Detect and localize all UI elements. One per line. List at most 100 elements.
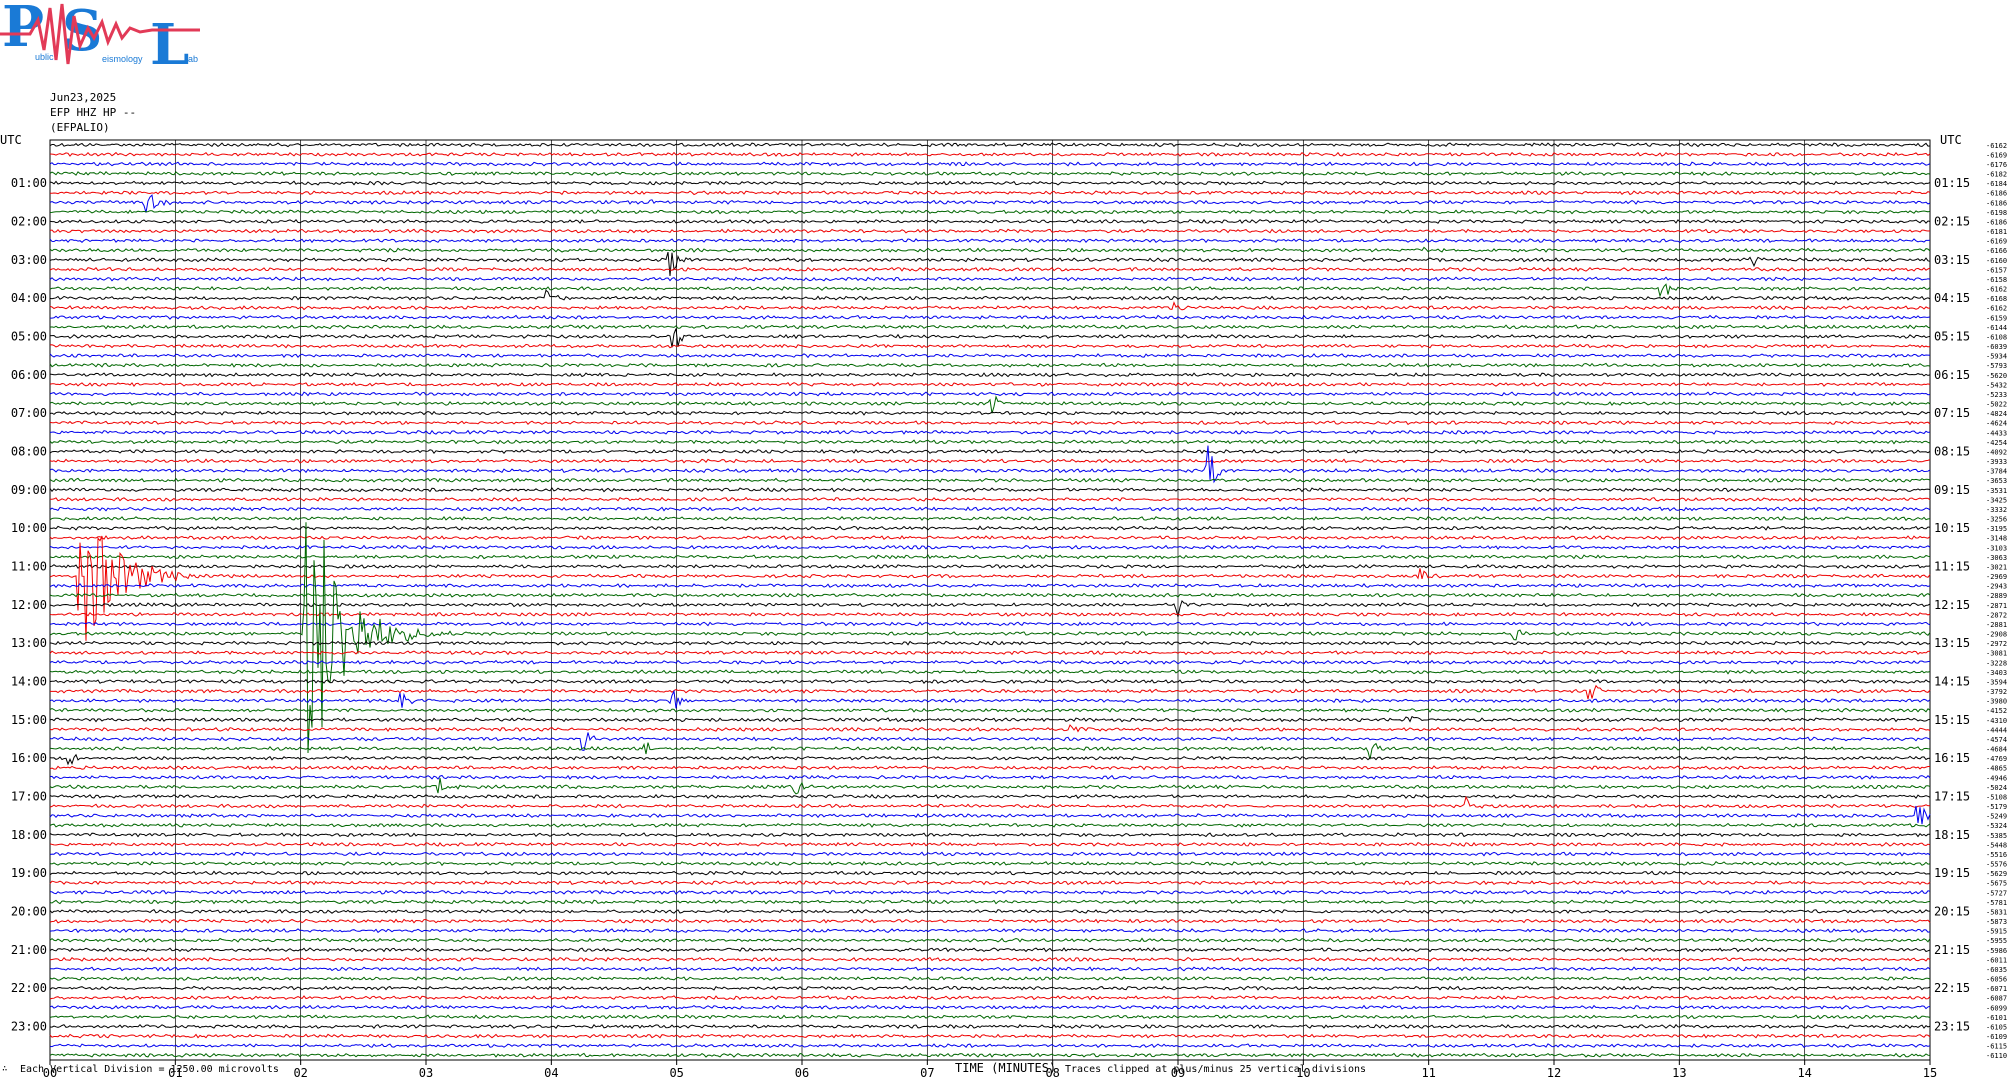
trace-offset-label: -3148 xyxy=(1986,535,2007,543)
trace-offset-label: -3933 xyxy=(1986,458,2007,466)
trace-line xyxy=(49,582,1931,589)
trace-line xyxy=(49,218,1931,224)
trace-line xyxy=(49,870,1931,876)
hour-label-left: 19:00 xyxy=(11,866,47,880)
trace-offset-label: -3403 xyxy=(1986,669,2007,677)
hour-label-left: 01:00 xyxy=(11,176,47,190)
trace-offset-label: -4865 xyxy=(1986,765,2007,773)
trace-line xyxy=(49,563,1931,569)
trace-line xyxy=(49,516,1931,522)
trace-line xyxy=(49,1023,1931,1030)
trace-line xyxy=(49,599,1931,617)
trace-line xyxy=(49,795,1931,809)
trace-offset-label: -5022 xyxy=(1986,401,2007,409)
trace-line xyxy=(49,142,1931,148)
trace-offset-label: -3784 xyxy=(1986,468,2007,476)
trace-offset-label: -5385 xyxy=(1986,832,2007,840)
trace-line xyxy=(49,650,1931,656)
x-tick-label: 15 xyxy=(1923,1066,1937,1080)
x-tick-label: 02 xyxy=(293,1066,307,1080)
trace-line xyxy=(50,190,1931,196)
trace-line xyxy=(49,420,1931,426)
trace-offset-label: -4310 xyxy=(1986,717,2007,725)
trace-line xyxy=(49,283,1931,298)
header-date: Jun23,2025 xyxy=(50,91,117,104)
clip-note: Traces clipped at plus/minus 25 vertical… xyxy=(1065,1064,1367,1075)
trace-offset-label: -3081 xyxy=(1986,650,2007,658)
trace-offset-label: -6157 xyxy=(1986,266,2007,274)
utc-label-left: UTC xyxy=(0,133,22,147)
trace-offset-label: -6011 xyxy=(1986,956,2007,964)
trace-line xyxy=(49,899,1931,905)
trace-offset-label: -5432 xyxy=(1986,381,2007,389)
x-tick-label: 04 xyxy=(544,1066,558,1080)
trace-line xyxy=(49,301,1930,311)
hour-label-right: 08:15 xyxy=(1934,444,1970,458)
trace-offset-label: -5620 xyxy=(1986,372,2007,380)
trace-offset-label: -2871 xyxy=(1986,602,2007,610)
trace-line xyxy=(49,715,1931,723)
trace-line xyxy=(49,525,1931,531)
trace-line xyxy=(49,765,1930,771)
trace-line xyxy=(49,496,1931,502)
trace-line xyxy=(49,966,1931,972)
trace-offset-label: -2872 xyxy=(1986,611,2007,619)
hour-label-right: 21:15 xyxy=(1934,943,1970,957)
trace-offset-label: -6181 xyxy=(1986,228,2007,236)
trace-offset-label: -5516 xyxy=(1986,851,2007,859)
trace-line xyxy=(49,238,1931,244)
trace-line xyxy=(49,362,1931,368)
psl-logo: P S L ublic eismology ab xyxy=(0,0,200,68)
hour-label-right: 12:15 xyxy=(1934,598,1970,612)
hour-label-right: 02:15 xyxy=(1934,214,1970,228)
trace-line xyxy=(49,860,1931,867)
trace-line xyxy=(49,832,1930,838)
trace-offset-label: -5024 xyxy=(1986,784,2007,792)
trace-offset-label: -6169 xyxy=(1986,151,2007,159)
trace-offset-label: -5233 xyxy=(1986,391,2007,399)
trace-offset-label: -5934 xyxy=(1986,353,2007,361)
trace-line xyxy=(49,410,1931,416)
hour-label-right: 11:15 xyxy=(1934,559,1970,573)
trace-line xyxy=(50,684,1931,700)
hour-label-left: 06:00 xyxy=(11,368,47,382)
corner-mark: ∴ xyxy=(2,1064,8,1074)
trace-offset-label: -5986 xyxy=(1986,947,2007,955)
trace-line xyxy=(49,353,1931,359)
hour-label-right: 03:15 xyxy=(1934,253,1970,267)
trace-offset-label: -6071 xyxy=(1986,985,2007,993)
logo-seismogram-line xyxy=(0,3,200,65)
scale-note: Each Vertical Division = 1250.00 microvo… xyxy=(20,1064,279,1075)
header-code: (EFPALIO) xyxy=(50,121,110,134)
trace-line xyxy=(49,1043,1931,1049)
trace-line xyxy=(49,180,1931,186)
trace-offset-label: -6056 xyxy=(1986,976,2007,984)
hour-label-left: 02:00 xyxy=(11,214,47,228)
trace-offset-label: -4254 xyxy=(1986,439,2007,447)
trace-offset-label: -3195 xyxy=(1986,525,2007,533)
trace-offset-label: -5727 xyxy=(1986,889,2007,897)
trace-line xyxy=(49,985,1931,991)
trace-line xyxy=(49,707,1931,713)
trace-line xyxy=(49,395,1931,414)
trace-line xyxy=(49,194,1931,213)
trace-offset-label: -6115 xyxy=(1986,1043,2007,1051)
trace-offset-label: -5629 xyxy=(1986,870,2007,878)
trace-offset-label: -5179 xyxy=(1986,803,2007,811)
trace-offset-label: -6166 xyxy=(1986,247,2007,255)
trace-offset-label: -3103 xyxy=(1986,544,2007,552)
trace-offset-label: -6099 xyxy=(1986,1004,2007,1012)
x-tick-label: 10 xyxy=(1296,1066,1310,1080)
trace-line xyxy=(49,161,1931,167)
trace-line xyxy=(49,228,1931,234)
trace-offset-label: -3063 xyxy=(1986,554,2007,562)
trace-line xyxy=(49,724,1931,733)
hour-label-right: 19:15 xyxy=(1934,866,1970,880)
trace-line xyxy=(49,889,1931,895)
hour-label-left: 12:00 xyxy=(11,598,47,612)
trace-offset-label: -6159 xyxy=(1986,314,2007,322)
x-tick-label: 11 xyxy=(1421,1066,1435,1080)
trace-offset-label: -4946 xyxy=(1986,774,2007,782)
trace-line xyxy=(49,995,1931,1001)
hour-label-right: 20:15 xyxy=(1934,904,1970,918)
